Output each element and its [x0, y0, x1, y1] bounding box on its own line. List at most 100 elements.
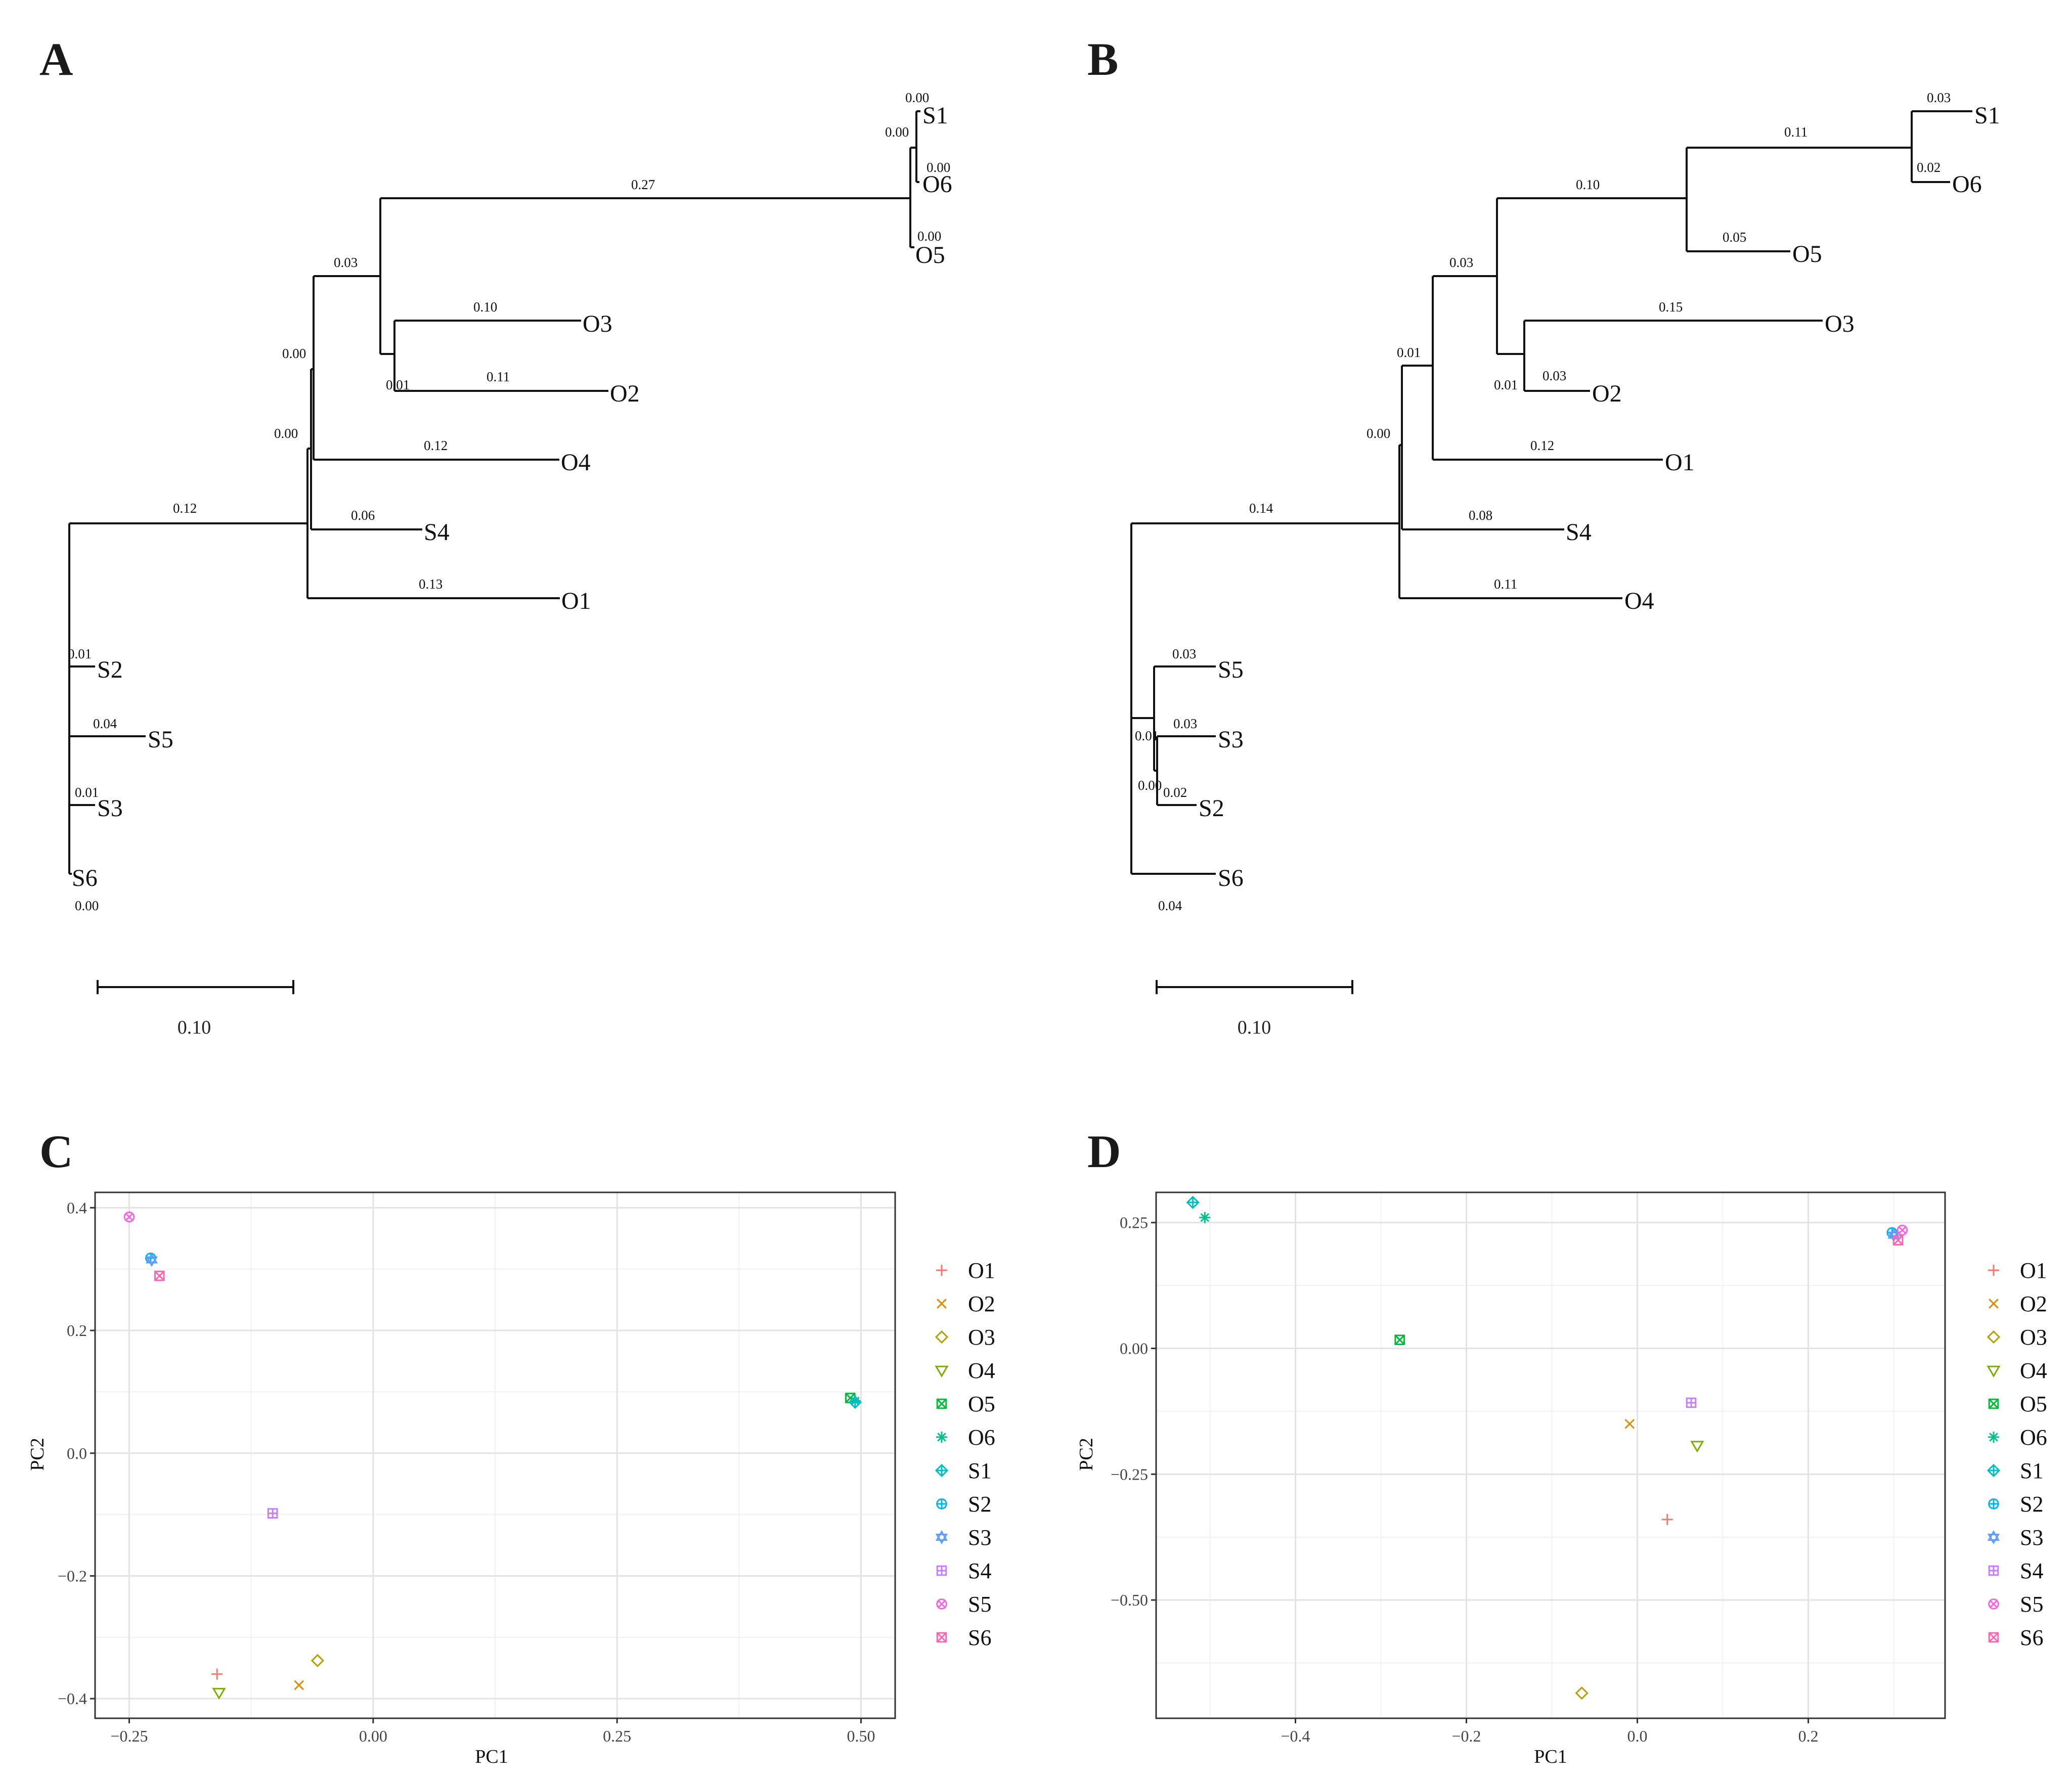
plot-c-y-axis-ticks: −0.4 −0.2 0.0 0.2 0.4: [58, 1198, 95, 1708]
legend-key-s5: [936, 1598, 947, 1610]
branch-length-label: 0.12: [424, 438, 448, 453]
tree-a-tip-labels: S1 O6 O5 O3 O2 O4 S4 O1 S2 S5 S3 S6: [72, 102, 952, 892]
tree-a-tip: O6: [922, 171, 952, 198]
point-o2: [1624, 1418, 1635, 1429]
x-tick-label: 0.25: [603, 1727, 631, 1745]
x-tick-label: −0.4: [1281, 1727, 1310, 1745]
tree-b-tip: S5: [1218, 656, 1244, 683]
legend-key-s6: [936, 1632, 947, 1643]
legend-key-o4: [935, 1365, 949, 1377]
branch-length-label: 0.01: [386, 377, 410, 392]
scale-bar-label: 0.10: [1238, 1017, 1271, 1038]
branch-length-label: 0.00: [1366, 426, 1390, 441]
legend-label: S3: [968, 1525, 991, 1550]
point-o1: [1661, 1513, 1673, 1525]
plot-c-x-axis-title: PC1: [475, 1746, 508, 1767]
tree-b-tip: O1: [1665, 449, 1695, 476]
branch-length-label: 0.10: [1576, 177, 1600, 192]
legend-label: S4: [968, 1558, 991, 1583]
plot-c-grid: [95, 1192, 895, 1718]
y-tick-label: 0.25: [1120, 1214, 1148, 1232]
legend-key-o3: [935, 1330, 949, 1344]
y-tick-label: 0.2: [67, 1321, 87, 1340]
tree-b-branches: [1130, 110, 1972, 875]
branch-length-label: 0.06: [351, 508, 375, 523]
legend-key-o3: [1987, 1330, 2001, 1344]
branch-length-label: 0.03: [1173, 716, 1197, 731]
branch-length-label: 0.00: [1138, 778, 1162, 793]
panel-b: B: [1087, 33, 2000, 1038]
legend-key-o6: [1988, 1432, 1999, 1443]
tree-a-tip: O2: [610, 380, 640, 407]
tree-a-tip: S3: [97, 795, 123, 822]
plot-d-y-axis-ticks: −0.50 −0.25 0.00 0.25: [1111, 1214, 1156, 1609]
legend-d: O1 O2 O3 O4 O5 O6 S1 S2 S3 S4 S5 S6: [1987, 1258, 2047, 1650]
legend-label: S2: [968, 1492, 991, 1517]
branch-length-label: 0.00: [75, 898, 99, 913]
branch-length-label: 0.00: [282, 346, 306, 361]
legend-label: O3: [2020, 1325, 2047, 1350]
tree-b-tip: O3: [1825, 310, 1855, 337]
tree-b-tip: O5: [1792, 241, 1822, 268]
legend-key-o1: [936, 1265, 947, 1276]
point-o5: [1394, 1334, 1405, 1345]
legend-label: O5: [2020, 1392, 2047, 1416]
legend-key-o2: [1989, 1299, 1999, 1309]
tree-b-branch-lengths: 0.03 0.11 0.02 0.10 0.05 0.03 0.15 0.01 …: [1135, 90, 1951, 913]
legend-key-s1: [1987, 1463, 2001, 1478]
pca-plot-d: −0.4 −0.2 0.0 0.2 −0.50 −0.25 0.00 0.25 PC1 PC…: [1076, 1191, 1946, 1767]
plot-c-y-axis-title: PC2: [27, 1438, 48, 1471]
legend-label: O3: [968, 1325, 995, 1350]
branch-length-label: 0.15: [1659, 299, 1683, 315]
legend-label: S6: [2020, 1625, 2043, 1650]
legend-label: O4: [2020, 1358, 2047, 1383]
tree-b-tip: S4: [1566, 519, 1592, 546]
branch-length-label: 0.03: [1449, 255, 1473, 270]
branch-length-label: 0.11: [1494, 576, 1517, 592]
legend-label: S5: [2020, 1592, 2043, 1617]
legend-label: S3: [2020, 1525, 2043, 1550]
branch-length-label: 0.03: [1927, 90, 1951, 105]
legend-key-s2: [1988, 1498, 1999, 1509]
branch-length-label: 0.01: [1494, 377, 1518, 392]
branch-length-label: 0.14: [1249, 501, 1273, 516]
legend-key-o1: [1988, 1265, 1999, 1276]
legend-key-s2: [936, 1498, 947, 1509]
y-tick-label: −0.4: [58, 1689, 87, 1708]
branch-length-label: 0.01: [75, 785, 99, 800]
point-o4: [212, 1687, 226, 1700]
tree-a-branch-lengths: 0.00 0.00 0.00 0.00 0.27 0.03 0.10 0.11 …: [68, 90, 950, 913]
tree-a-tip: S2: [97, 656, 123, 683]
point-o4: [1690, 1441, 1704, 1453]
legend-key-s6: [1988, 1632, 1999, 1643]
plot-c-frame: [94, 1191, 896, 1719]
tree-a-tip: O3: [583, 310, 612, 337]
point-s1: [1186, 1195, 1200, 1210]
x-tick-label: 0.00: [359, 1727, 387, 1745]
legend-label: S5: [968, 1592, 991, 1617]
point-s3: [145, 1253, 158, 1267]
legend-key-o5: [936, 1398, 947, 1409]
plot-c-x-axis-ticks: −0.25 0.00 0.25 0.50: [111, 1718, 875, 1745]
tree-a-scale-bar: 0.10: [97, 980, 294, 1038]
point-s5: [1897, 1224, 1908, 1236]
legend-label: S4: [2020, 1558, 2043, 1583]
tree-a-tip: O1: [561, 588, 591, 614]
legend-key-o4: [1987, 1365, 2001, 1377]
panel-letter-b: B: [1087, 33, 1118, 85]
plot-d-frame: [1155, 1191, 1946, 1719]
legend-label: O6: [968, 1425, 995, 1450]
branch-length-label: 0.03: [334, 255, 358, 270]
point-s1: [848, 1395, 862, 1409]
legend-label: O6: [2020, 1425, 2047, 1450]
legend-label: S6: [968, 1625, 991, 1650]
branch-length-label: 0.05: [1723, 230, 1746, 245]
x-tick-label: −0.2: [1451, 1727, 1481, 1745]
x-tick-label: −0.25: [111, 1727, 148, 1745]
branch-length-label: 0.01: [1397, 345, 1421, 360]
y-tick-label: 0.00: [1120, 1340, 1148, 1358]
branch-length-label: 0.11: [1784, 124, 1808, 140]
legend-label: O2: [968, 1291, 995, 1316]
legend-label: O1: [2020, 1258, 2047, 1283]
branch-length-label: 0.03: [1542, 368, 1566, 383]
